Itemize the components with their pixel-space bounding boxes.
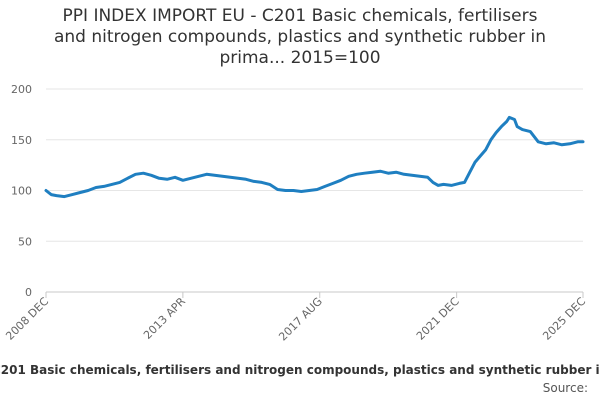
chart-title-line-1: PPI INDEX IMPORT EU - C201 Basic chemica…: [62, 6, 538, 26]
x-tick-label: 2017 AUG: [276, 295, 325, 344]
x-tick-label: 2025 DEC: [540, 295, 588, 343]
x-tick-label: 2021 DEC: [414, 295, 462, 343]
y-tick-label: 50: [18, 235, 32, 248]
chart-title-line-3: prima... 2015=100: [219, 48, 381, 68]
chart-title-line-2: and nitrogen compounds, plastics and syn…: [53, 27, 547, 47]
x-tick-label: 2008 DEC: [3, 295, 51, 343]
y-tick-label: 0: [25, 286, 32, 299]
y-tick-label: 150: [11, 134, 32, 147]
x-tick-label: 2013 APR: [141, 295, 188, 342]
y-tick-label: 200: [11, 83, 32, 96]
legend-series-label: C201 Basic chemicals, fertilisers and ni…: [0, 363, 600, 377]
legend: C201 Basic chemicals, fertilisers and ni…: [0, 362, 600, 378]
chart-title: PPI INDEX IMPORT EU - C201 Basic chemica…: [0, 6, 600, 69]
source-label: Source:: [542, 381, 588, 395]
series-line: [44, 115, 585, 199]
y-tick-label: 100: [11, 185, 32, 198]
